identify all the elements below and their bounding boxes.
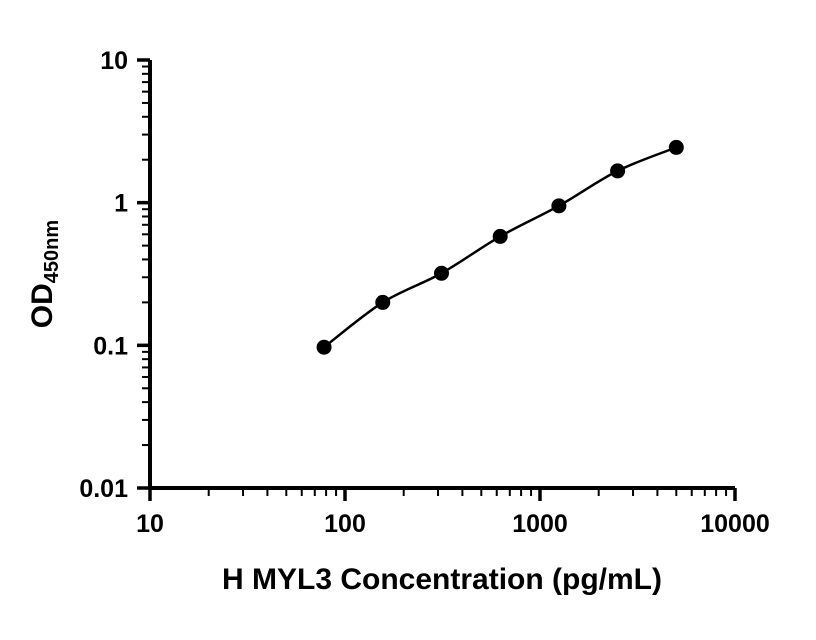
x-tick-label: 10000 <box>700 510 770 538</box>
x-tick-label: 100 <box>324 510 366 538</box>
x-tick-label: 1000 <box>512 510 568 538</box>
data-point <box>375 294 391 310</box>
data-point <box>551 198 567 214</box>
data-point <box>610 163 626 179</box>
y-axis-label-sub: 450nm <box>41 220 63 283</box>
data-point <box>492 228 508 244</box>
curve-line <box>323 146 677 349</box>
data-point <box>668 139 684 155</box>
y-axis-label-main: OD <box>26 283 59 328</box>
data-point <box>316 339 332 355</box>
y-tick-label: 0.01 <box>79 475 128 503</box>
x-axis-label: H MYL3 Concentration (pg/mL) <box>222 563 662 596</box>
x-tick-label: 10 <box>136 510 164 538</box>
y-tick-label: 10 <box>100 47 128 75</box>
y-axis-label: OD450nm <box>26 220 63 328</box>
data-point <box>433 265 449 281</box>
y-tick-label: 1 <box>114 190 128 218</box>
y-tick-label: 0.1 <box>93 332 128 360</box>
chart-generated-layer: 10 100 1000 10000 0.01 0.1 1 10 <box>79 47 769 538</box>
